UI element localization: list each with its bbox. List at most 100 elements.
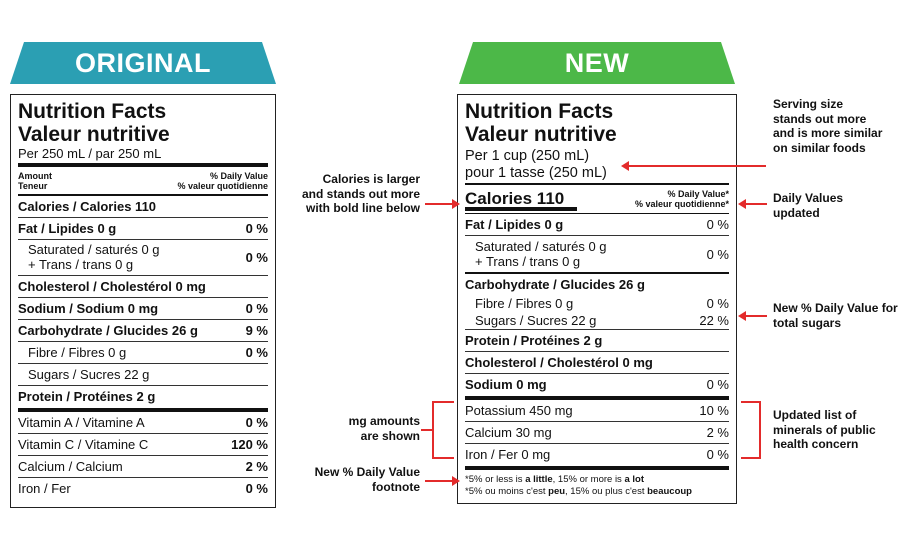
fibre-label: Fibre / Fibres 0 g <box>28 344 127 360</box>
original-vita-row: Vitamin A / Vitamine A 0 % <box>18 412 268 434</box>
fibre-dv: 0 % <box>245 344 268 360</box>
thick-divider <box>18 407 268 412</box>
original-calcium-row: Calcium / Calcium 2 % <box>18 456 268 478</box>
fat-dv: 0 % <box>706 217 729 232</box>
vita-label: Vitamin A / Vitamine A <box>18 414 145 430</box>
original-header: Amount Teneur % Daily Value% valeur quoti… <box>18 167 268 191</box>
new-serving-size-en: Per 1 cup (250 mL) <box>465 148 590 164</box>
thick-divider <box>465 395 729 400</box>
sodium-dv: 0 % <box>706 377 729 392</box>
new-valeur-quotidienne-label: % valeur quotidienne* <box>634 198 729 209</box>
thin-divider <box>465 212 729 214</box>
iron-dv: 0 % <box>245 481 268 496</box>
fibre-label: Fibre / Fibres 0 g <box>475 296 574 311</box>
saturated-label: Saturated / saturés 0 g <box>475 239 607 254</box>
potassium-label: Potassium 450 mg <box>465 402 573 418</box>
new-footnote: *5% or less is a little, 15% or more is … <box>465 470 729 499</box>
iron-label: Iron / Fer 0 mg <box>465 447 551 462</box>
valeur-quotidienne-label: % valeur quotidienne <box>177 181 268 191</box>
new-calcium-row: Calcium 30 mg 2 % <box>465 422 729 444</box>
thin-divider <box>465 272 729 274</box>
annotation-mg: mg amounts are shown <box>348 414 420 443</box>
potassium-dv: 10 % <box>699 402 729 418</box>
footnote-fr: *5% ou moins c'est peu, 15% ou plus c'es… <box>465 486 692 497</box>
original-carb-row: Carbohydrate / Glucides 26 g 9 % <box>18 320 268 342</box>
arrow-calories <box>425 199 460 209</box>
new-title-en: Nutrition Facts <box>465 100 614 123</box>
arrow-serving <box>621 161 766 171</box>
annotation-daily-values: Daily Values updated <box>773 191 844 220</box>
original-fat-row: Fat / Lipides 0 g 0 % <box>18 218 268 240</box>
sugars-label: Sugars / Sucres 22 g <box>28 366 150 382</box>
new-iron-row: Iron / Fer 0 mg 0 % <box>465 444 729 466</box>
new-sugars-row: Sugars / Sucres 22 g 22 % <box>465 312 729 330</box>
calcium-dv: 2 % <box>245 458 268 474</box>
calcium-label: Calcium 30 mg <box>465 424 552 440</box>
iron-label: Iron / Fer <box>18 481 71 496</box>
saturated-dv: 0 % <box>706 246 729 262</box>
bracket-minerals <box>741 401 761 459</box>
teneur-label: Teneur <box>18 181 48 191</box>
original-saturated-row: Saturated / saturés 0 g + Trans / trans 0… <box>18 240 268 276</box>
fat-label: Fat / Lipides 0 g <box>18 220 117 236</box>
original-serving-size: Per 250 mL / par 250 mL <box>18 146 162 161</box>
trans-label: + Trans / trans 0 g <box>28 257 134 272</box>
new-cholesterol-row: Cholesterol / Cholestérol 0 mg <box>465 352 729 374</box>
footnote-en: *5% or less is a little, 15% or more is … <box>465 473 644 485</box>
original-title-en: Nutrition Facts <box>18 100 167 123</box>
vitc-dv: 120 % <box>231 436 268 452</box>
arrow-footnote <box>425 476 460 486</box>
saturated-dv: 0 % <box>245 249 268 265</box>
carb-dv: 9 % <box>245 322 268 338</box>
sodium-label: Sodium 0 mg <box>465 377 547 392</box>
iron-dv: 0 % <box>706 447 729 462</box>
saturated-label: Saturated / saturés 0 g <box>28 242 160 257</box>
sodium-label: Sodium / Sodium 0 mg <box>18 300 159 316</box>
original-fibre-row: Fibre / Fibres 0 g 0 % <box>18 342 268 364</box>
sodium-dv: 0 % <box>245 300 268 316</box>
original-iron-row: Iron / Fer 0 % <box>18 478 268 500</box>
carb-label: Carbohydrate / Glucides 26 g <box>465 277 645 292</box>
new-calories-row: Calories 110 % Daily Value*% valeur quot… <box>465 185 729 213</box>
thin-divider <box>465 183 729 185</box>
fat-label: Fat / Lipides 0 g <box>465 217 564 232</box>
daily-value-label: % Daily Value <box>209 171 268 181</box>
new-banner: NEW <box>459 42 735 84</box>
thick-divider <box>465 465 729 470</box>
original-vitc-row: Vitamin C / Vitamine C 120 % <box>18 434 268 456</box>
protein-label: Protein / Protéines 2 g <box>465 332 603 348</box>
sugars-dv: 22 % <box>699 312 729 328</box>
arrow-sugars <box>738 311 767 321</box>
original-nutrition-label: Nutrition Facts Valeur nutritive Per 250… <box>10 94 276 508</box>
annotation-serving: Serving size stands out more and is more… <box>773 97 883 155</box>
calories-bold-line <box>465 206 577 211</box>
annotation-calories: Calories is larger and stands out more w… <box>302 172 421 215</box>
fat-dv: 0 % <box>245 220 268 236</box>
original-sugars-row: Sugars / Sucres 22 g <box>18 364 268 386</box>
sugars-label: Sugars / Sucres 22 g <box>475 312 597 328</box>
thin-divider <box>18 194 268 196</box>
original-calories: Calories / Calories 110 <box>18 198 157 214</box>
protein-label: Protein / Protéines 2 g <box>18 389 156 404</box>
amount-label: Amount <box>18 171 52 181</box>
original-cholesterol-row: Cholesterol / Cholestérol 0 mg <box>18 276 268 298</box>
bracket-mg <box>432 401 454 459</box>
new-protein-row: Protein / Protéines 2 g <box>465 330 729 352</box>
new-serving-size-fr: pour 1 tasse (250 mL) <box>465 164 607 181</box>
original-title-fr: Valeur nutritive <box>18 123 170 146</box>
new-saturated-row: Saturated / saturés 0 g + Trans / trans 0… <box>465 236 729 272</box>
cholesterol-label: Cholesterol / Cholestérol 0 mg <box>18 278 206 294</box>
thick-divider <box>18 163 268 167</box>
fibre-dv: 0 % <box>706 296 729 311</box>
vitc-label: Vitamin C / Vitamine C <box>18 436 149 452</box>
new-fat-row: Fat / Lipides 0 g 0 % <box>465 214 729 236</box>
trans-label: + Trans / trans 0 g <box>475 254 581 269</box>
bracket-mg-connector <box>421 429 433 431</box>
new-calories: Calories 110 <box>465 188 565 208</box>
new-sodium-row: Sodium 0 mg 0 % <box>465 374 729 396</box>
original-protein-row: Protein / Protéines 2 g <box>18 386 268 408</box>
calcium-dv: 2 % <box>706 424 729 440</box>
original-banner: ORIGINAL <box>10 42 276 84</box>
arrow-daily-values <box>738 199 767 209</box>
new-fibre-row: Fibre / Fibres 0 g 0 % <box>465 296 729 312</box>
